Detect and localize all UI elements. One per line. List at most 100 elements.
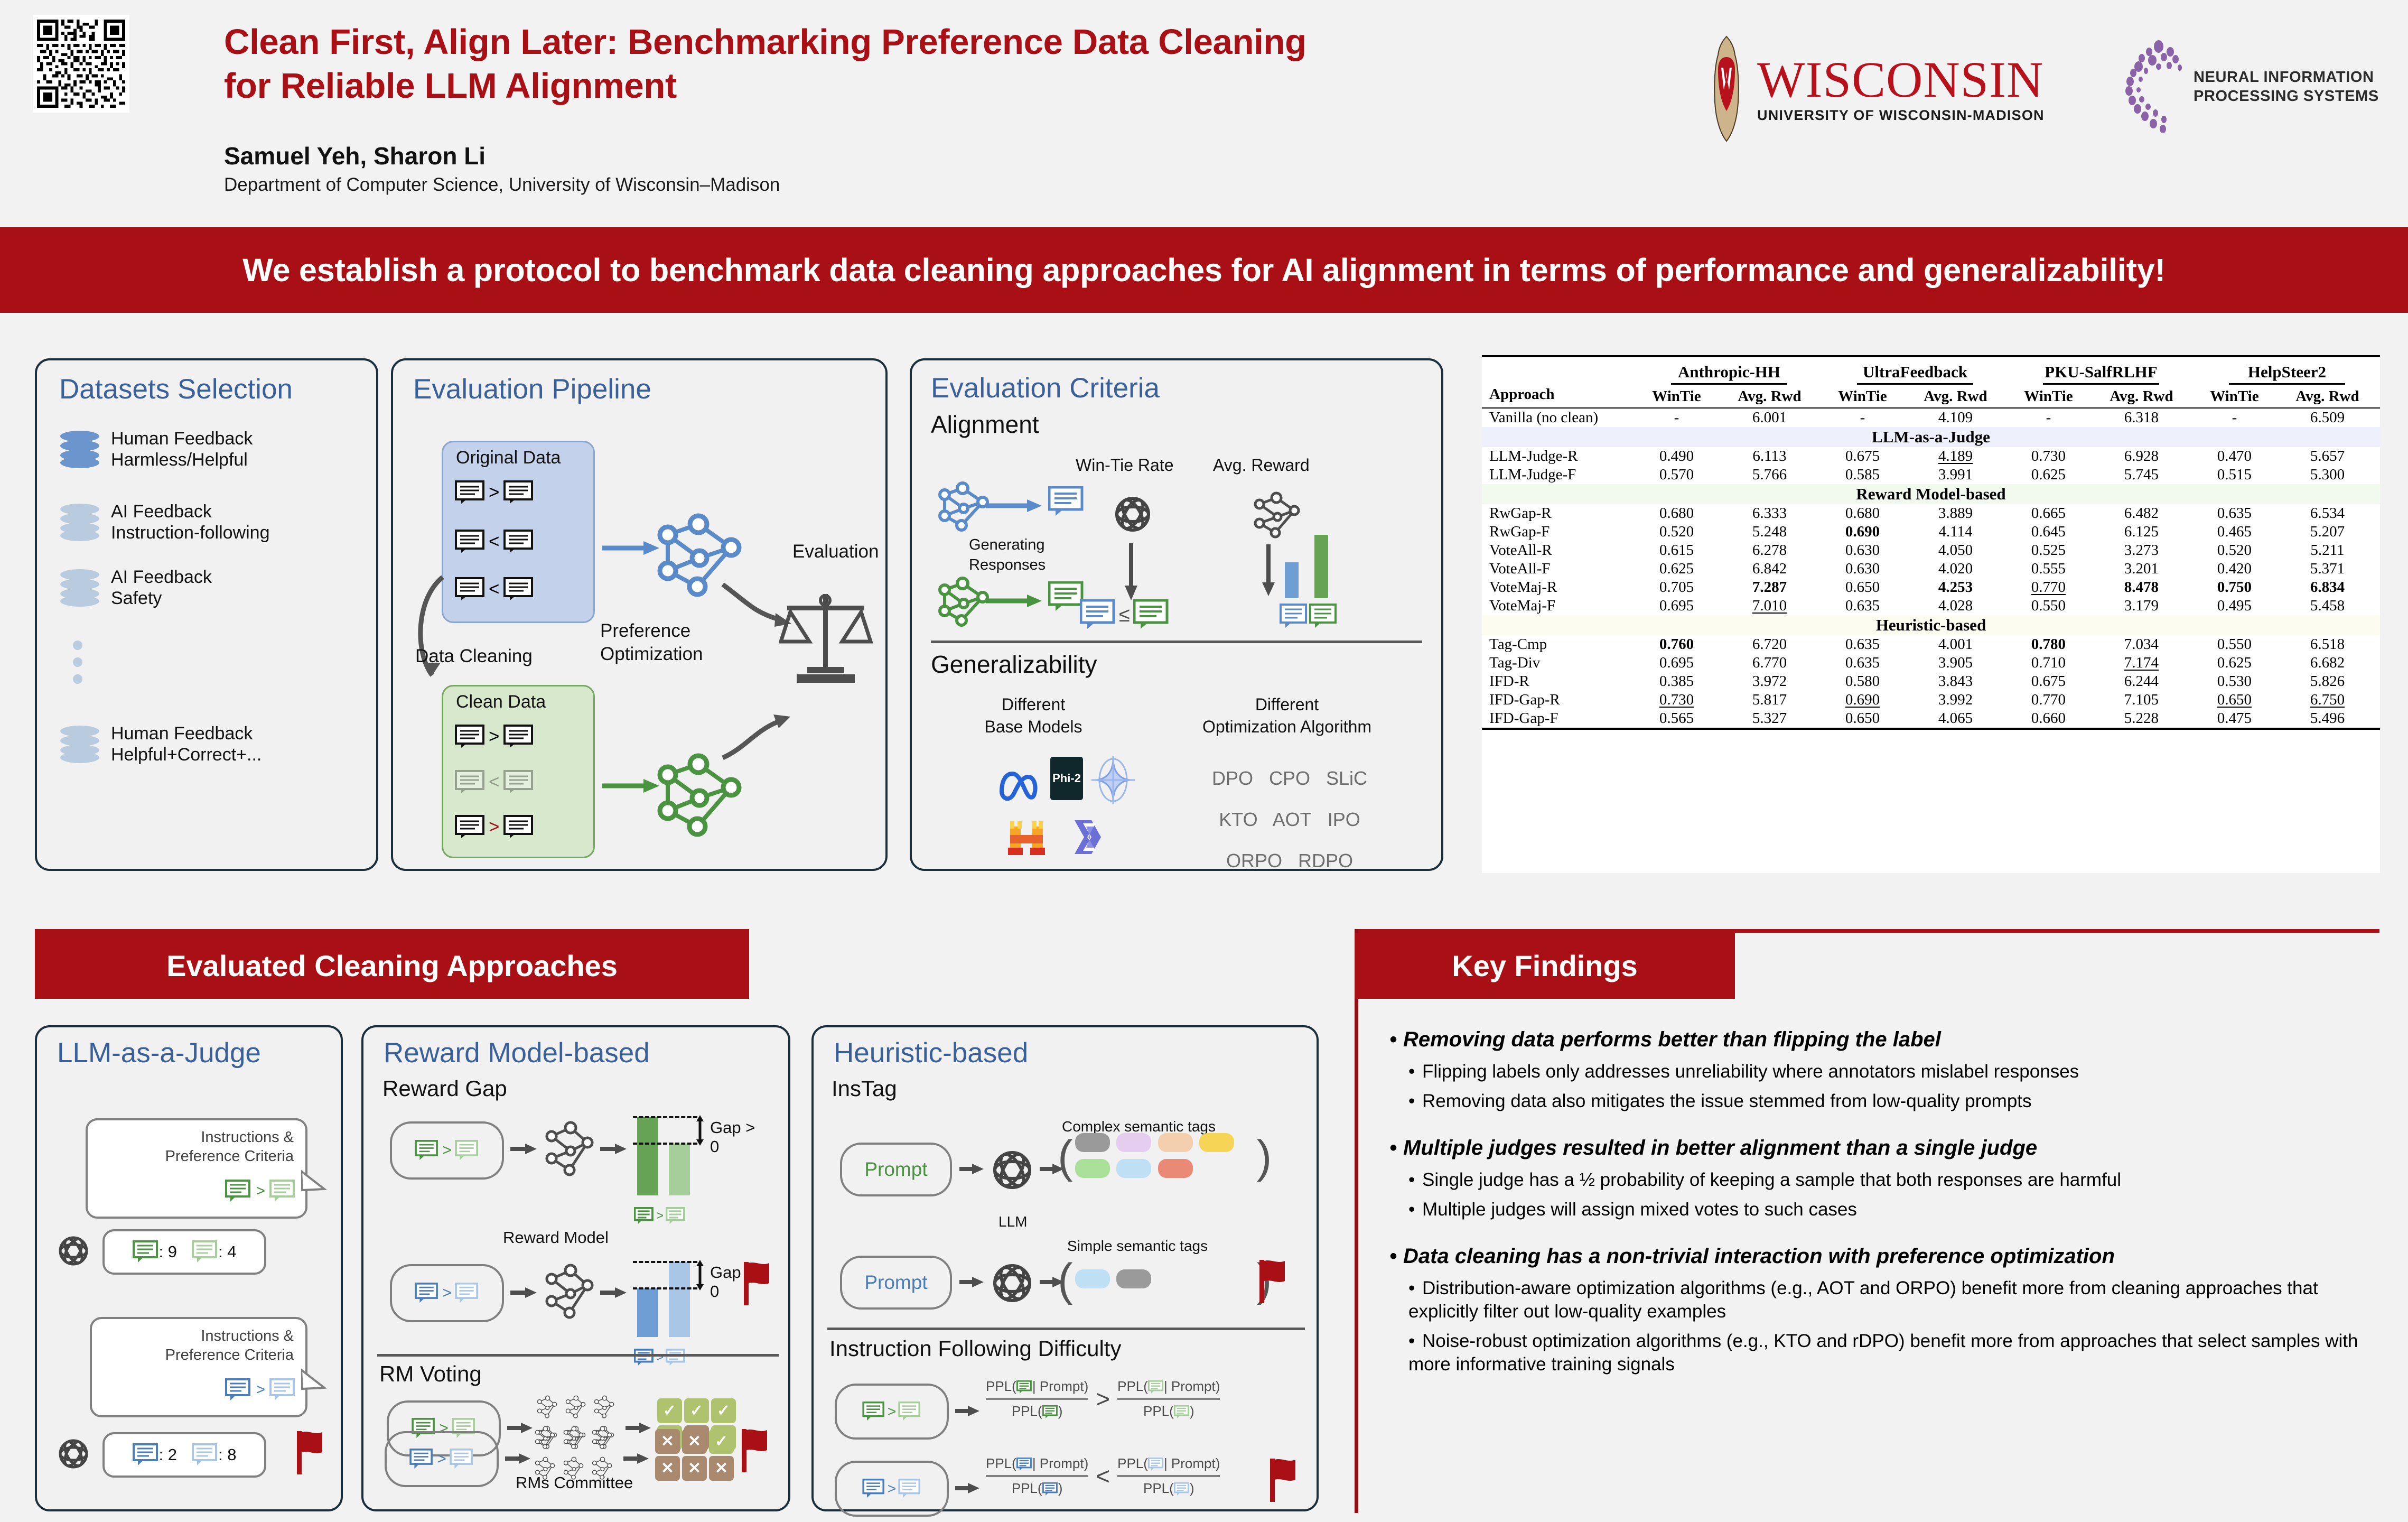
arrow-down-icon <box>1125 543 1137 600</box>
table-cell-value: 6.750 <box>2310 691 2345 708</box>
chat-bubble-icon <box>455 770 484 793</box>
ifd-compare-bottom: < <box>1096 1462 1110 1490</box>
openai-logo-icon <box>1115 497 1150 532</box>
chat-bubble-icon-lightgreen <box>455 1140 478 1161</box>
pref-opt-line-1: Preference <box>600 620 691 641</box>
table-cell-value: 0.495 <box>2217 597 2252 614</box>
heuristic-based-panel: Heuristic-based InsTag Complex semantic … <box>811 1025 1319 1517</box>
red-flag-icon <box>1270 1459 1295 1502</box>
finding-group: • Removing data performs better than flip… <box>1389 1028 2383 1113</box>
table-cell-value: 5.817 <box>1752 691 1787 708</box>
table-cell-value: 6.720 <box>1752 636 1787 653</box>
database-icon <box>60 431 99 468</box>
table-band-label: LLM-as-a-Judge <box>1872 428 1990 446</box>
approaches-section-header: Evaluated Cleaning Approaches <box>35 933 749 999</box>
pref-pair-orig-1: < <box>455 530 534 554</box>
vote-cell: ✓ <box>657 1398 682 1423</box>
datasets-selection-panel: Datasets Selection Human Feedback Harmle… <box>35 358 378 871</box>
neural-network-icon-green <box>657 753 742 837</box>
openai-logo-icon <box>59 1236 88 1266</box>
table-cell-value: 3.843 <box>1938 673 1973 690</box>
criteria-divider <box>931 641 1422 643</box>
arrow-right-icon <box>600 1144 627 1154</box>
tagline-text: We establish a protocol to benchmark dat… <box>242 252 2166 288</box>
gap-bar-rejected <box>669 1144 690 1195</box>
table-cell-approach: VoteMaj-R <box>1489 579 1557 596</box>
table-cell-value: 7.105 <box>2124 691 2159 708</box>
finding-group: • Multiple judges resulted in better alig… <box>1389 1136 2383 1221</box>
arrow-right-icon <box>1040 1164 1064 1174</box>
ppl-numerator-lightgreen: PPL(| Prompt) <box>1117 1378 1220 1394</box>
table-cell-value: 0.625 <box>1659 560 1694 577</box>
pref-pair-clean-0: > <box>455 725 534 749</box>
table-cell-value: 0.770 <box>2031 579 2066 596</box>
gap-arrow-icon <box>696 1115 704 1146</box>
table-row: VoteAll-R 0.615 6.278 0.630 4.050 0.525 3.273 0… <box>1482 541 2380 560</box>
judge-prompt-1-line-1: Instructions & <box>201 1129 294 1146</box>
vote-cell: ✓ <box>684 1398 709 1423</box>
arrow-right-icon <box>507 1423 533 1433</box>
table-cell-value: 0.625 <box>2217 654 2252 671</box>
gap-arrow-icon <box>696 1260 704 1291</box>
qr-code[interactable] <box>33 15 129 113</box>
table-cell-value: 5.327 <box>1752 710 1787 727</box>
rms-committee-top <box>533 1392 622 1467</box>
chat-bubble-icon-green <box>1042 1405 1058 1418</box>
judge-score-2a: : 2 <box>158 1445 177 1464</box>
table-cell-value: 0.695 <box>1659 597 1694 614</box>
metric-avgrwd-1: Avg. Rwd <box>1924 387 1987 405</box>
table-cell-value: 6.518 <box>2310 636 2345 653</box>
table-cell-value: 0.760 <box>1659 636 1694 653</box>
mistral-logo-icon <box>1075 820 1101 854</box>
uw-wordmark: WISCONSIN <box>1757 51 2044 108</box>
table-cell-value: 0.635 <box>2217 505 2252 522</box>
table-cell-value: 6.318 <box>2124 409 2159 426</box>
table-cell-value: 4.028 <box>1938 597 1973 614</box>
generating-line-2: Responses <box>969 556 1046 573</box>
judge-reply-bubble-2: : 2 : 8 <box>102 1432 266 1478</box>
reward-gap-subtitle: Reward Gap <box>382 1076 507 1101</box>
metric-wintie-1: WinTie <box>1838 387 1887 405</box>
gap-line-bottom <box>633 1287 697 1289</box>
chat-bubble-icon <box>503 725 534 748</box>
dataset-item-3-line-2: Helpful+Correct+... <box>111 745 262 765</box>
table-cell-value: 0.490 <box>1659 448 1694 465</box>
chat-bubble-icon-green <box>1016 1380 1032 1394</box>
ifd-compare-top: > <box>1096 1385 1110 1413</box>
table-row: IFD-R 0.385 3.972 0.580 3.843 0.675 6.244 0.530… <box>1482 672 2380 691</box>
finding-sub: • Distribution-aware optimization algorit… <box>1408 1278 2318 1322</box>
clean-data-label: Clean Data <box>456 692 546 712</box>
dataset-item-2: AI Feedback Safety <box>60 567 212 609</box>
neurips-line-2: PROCESSING SYSTEMS <box>2194 87 2379 105</box>
rm-panel-title: Reward Model-based <box>384 1037 650 1069</box>
clean-data-box: Clean Data > < > <box>442 685 595 858</box>
chat-bubble-icon <box>503 815 534 838</box>
judge-pref-pair-2: > <box>225 1378 296 1402</box>
judge-prompt-2-line-1: Instructions & <box>201 1328 294 1344</box>
meta-logo-icon <box>999 771 1038 801</box>
tag-6 <box>1158 1159 1193 1178</box>
arrow-to-green-net-icon <box>602 779 659 793</box>
table-cell-value: 6.682 <box>2310 654 2345 671</box>
ppl-denominator-blue: PPL() <box>1011 1480 1063 1496</box>
table-cell-value: 6.928 <box>2124 448 2159 465</box>
ifd-input-green: > <box>835 1384 949 1440</box>
table-cell-value: 5.496 <box>2310 710 2345 727</box>
table-cell-value: 0.555 <box>2031 560 2066 577</box>
ppl-denominator-green: PPL() <box>1011 1403 1063 1419</box>
table-cell-value: 6.244 <box>2124 673 2159 690</box>
opt-alg-line-2: Optimization Algorithm <box>1202 717 1372 736</box>
right-paren: ) <box>1256 1131 1272 1182</box>
chat-bubble-icon-lightgreen <box>269 1180 295 1202</box>
chat-bubble-icon-blue <box>415 1283 438 1303</box>
chat-bubble-icon-lightgreen <box>898 1402 921 1421</box>
page-title: Clean First, Align Later: Benchmarking P… <box>224 20 1598 108</box>
table-row: VoteMaj-F 0.695 7.010 0.635 4.028 0.550 3.179 0… <box>1482 597 2380 615</box>
dataset-item-3-line-1: Human Feedback <box>111 723 253 744</box>
simple-tags-group: ( ) <box>1058 1257 1272 1303</box>
results-table: Anthropic-HH UltraFeedback PKU-SalfRLHF … <box>1482 355 2380 730</box>
dataset-item-1-line-1: AI Feedback <box>111 502 212 522</box>
chat-bubble-icon <box>455 530 484 553</box>
ppl-denominator-lightgreen: PPL() <box>1143 1403 1194 1419</box>
table-cell-value: 0.625 <box>2031 466 2066 483</box>
